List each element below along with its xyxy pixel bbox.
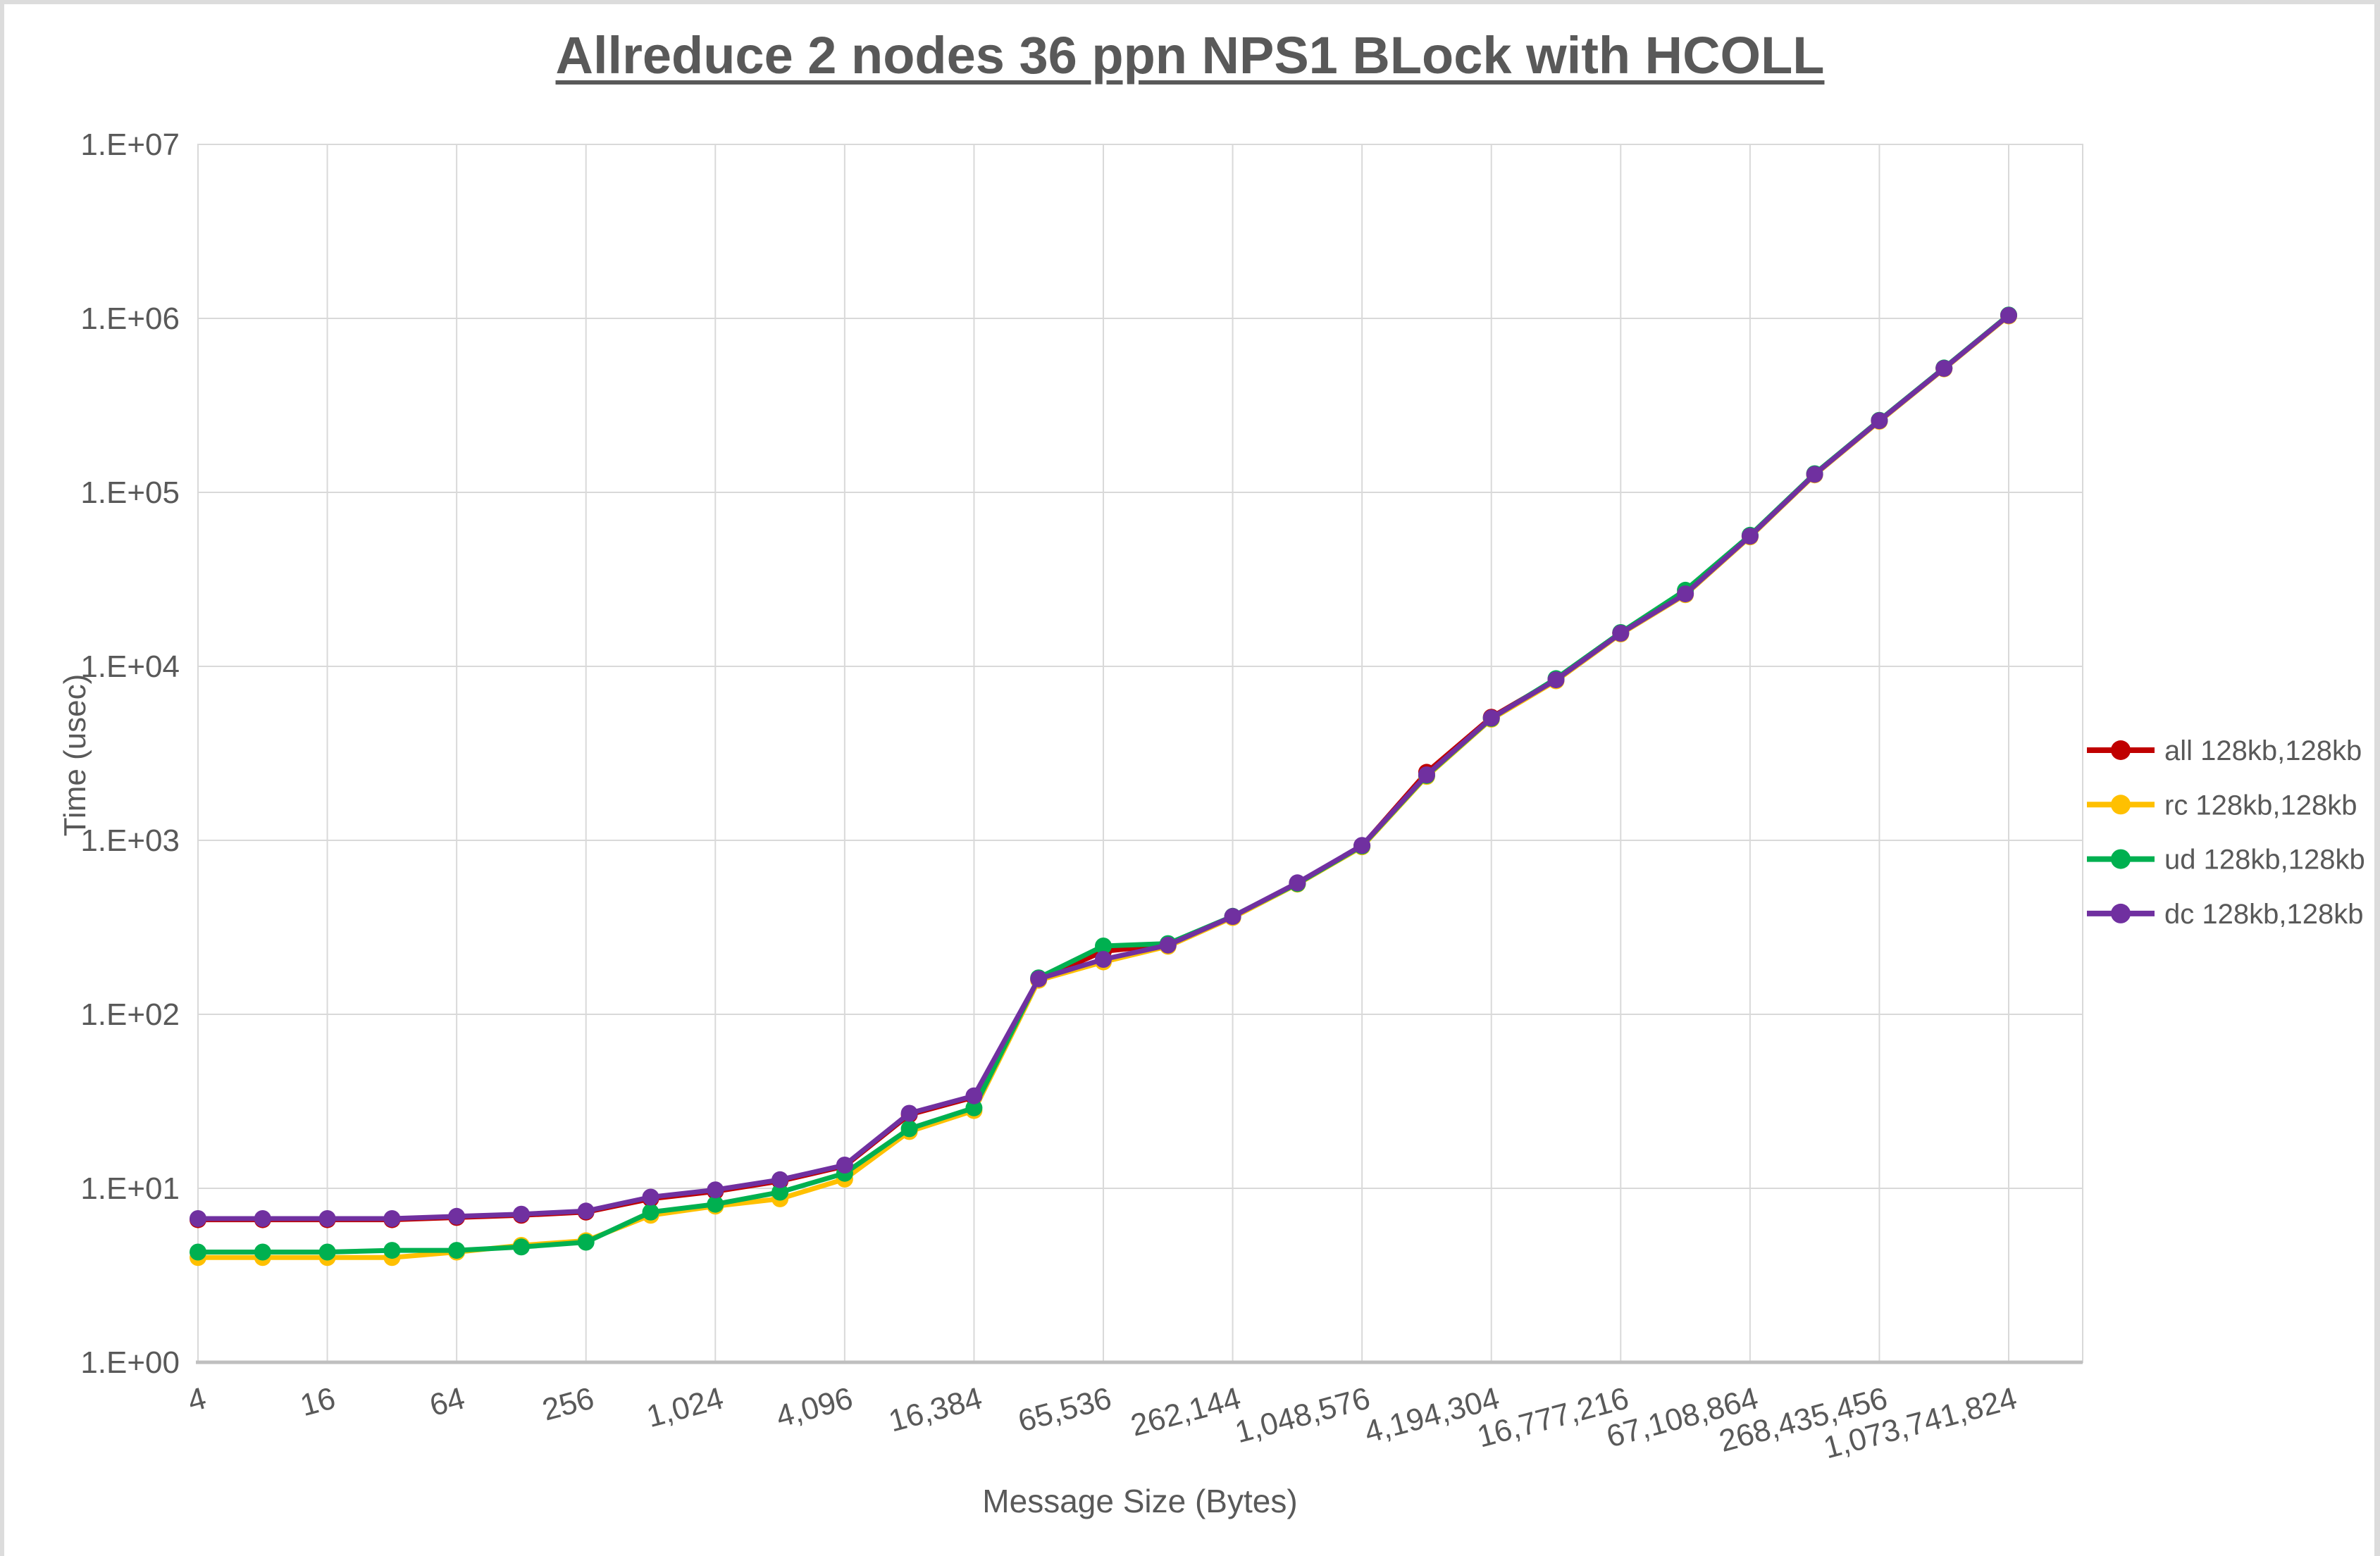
series-marker-dc: [1030, 970, 1048, 988]
series-marker-ud: [254, 1243, 271, 1261]
series-marker-ud: [900, 1120, 918, 1138]
series-marker-dc: [771, 1171, 789, 1188]
series-marker-ud: [448, 1242, 466, 1259]
legend-item-label: dc 128kb,128kb: [2164, 899, 2363, 930]
y-tick-label: 1.E+00: [80, 1345, 180, 1380]
series-marker-dc: [836, 1157, 853, 1174]
series-marker-dc: [448, 1207, 466, 1225]
window-frame-right: [2374, 0, 2380, 1556]
series-marker-ud: [707, 1195, 724, 1213]
series-marker-dc: [254, 1210, 271, 1227]
series-marker-dc: [1418, 766, 1435, 783]
legend-swatch-dot: [2111, 740, 2131, 760]
plot-border: [197, 144, 2083, 1363]
x-tick-label: 262,144: [1127, 1381, 1244, 1443]
series-marker-dc: [2000, 306, 2017, 324]
series-marker-ud: [318, 1243, 336, 1261]
y-tick-label: 1.E+02: [80, 997, 180, 1032]
series-marker-dc: [707, 1181, 724, 1199]
y-axis-title: Time (usec): [58, 673, 92, 837]
window-frame-left: [0, 0, 4, 1556]
series-marker-dc: [900, 1104, 918, 1122]
series-marker-dc: [1806, 466, 1823, 483]
series-marker-ud: [512, 1238, 530, 1256]
series-marker-ud: [383, 1242, 401, 1259]
series-marker-dc: [1935, 360, 1953, 377]
series-marker-dc: [1224, 908, 1241, 926]
series-marker-dc: [512, 1205, 530, 1223]
series-marker-ud: [190, 1243, 206, 1261]
series-marker-dc: [190, 1210, 206, 1227]
series-marker-ud: [577, 1233, 595, 1251]
series-marker-dc: [1482, 709, 1500, 727]
series-marker-dc: [577, 1202, 595, 1220]
series-marker-dc: [1289, 874, 1306, 892]
legend-item-label: all 128kb,128kb: [2164, 735, 2362, 766]
series-marker-dc: [1547, 671, 1565, 689]
y-tick-label: 1.E+06: [80, 301, 180, 336]
series-marker-dc: [318, 1210, 336, 1227]
x-tick-label: 16,384: [885, 1381, 986, 1438]
x-tick-label: 64: [426, 1381, 469, 1423]
window-frame-top: [0, 0, 2380, 4]
legend-item-label: rc 128kb,128kb: [2164, 790, 2357, 821]
series-marker-ud: [642, 1203, 659, 1221]
series-marker-ud: [1095, 938, 1112, 954]
legend-item-label: ud 128kb,128kb: [2164, 845, 2365, 876]
series-marker-dc: [1741, 528, 1759, 545]
legend-swatch-dot: [2111, 903, 2131, 923]
y-tick-label: 1.E+01: [80, 1171, 180, 1206]
series-marker-dc: [1871, 412, 1888, 430]
series-marker-dc: [1159, 936, 1177, 954]
y-tick-label: 1.E+04: [80, 649, 180, 684]
series-marker-dc: [1677, 585, 1694, 603]
y-tick-label: 1.E+05: [80, 475, 180, 510]
series-marker-dc: [1353, 837, 1371, 854]
series-marker-dc: [965, 1087, 983, 1104]
x-tick-label: 16: [297, 1381, 339, 1423]
x-axis-title: Message Size (Bytes): [982, 1483, 1298, 1519]
x-tick-label: 1,048,576: [1232, 1381, 1374, 1450]
series-marker-ud: [771, 1183, 789, 1201]
series-marker-dc: [642, 1188, 659, 1206]
chart-title: Allreduce 2 nodes 36 ppn NPS1 BLock with…: [555, 26, 1825, 85]
x-tick-label: 4,096: [772, 1381, 856, 1434]
series-marker-dc: [1612, 625, 1630, 642]
x-tick-label: 65,536: [1015, 1381, 1115, 1438]
x-tick-label: 4: [184, 1381, 209, 1419]
x-tick-label: 256: [539, 1381, 598, 1427]
x-tick-label: 1,024: [643, 1381, 727, 1434]
legend-swatch-dot: [2111, 849, 2131, 869]
y-tick-label: 1.E+07: [80, 127, 180, 162]
series-marker-ud: [965, 1099, 983, 1116]
legend-swatch-dot: [2111, 795, 2131, 815]
y-tick-label: 1.E+03: [80, 823, 180, 858]
series-marker-dc: [1095, 951, 1112, 968]
series-marker-dc: [383, 1210, 401, 1227]
